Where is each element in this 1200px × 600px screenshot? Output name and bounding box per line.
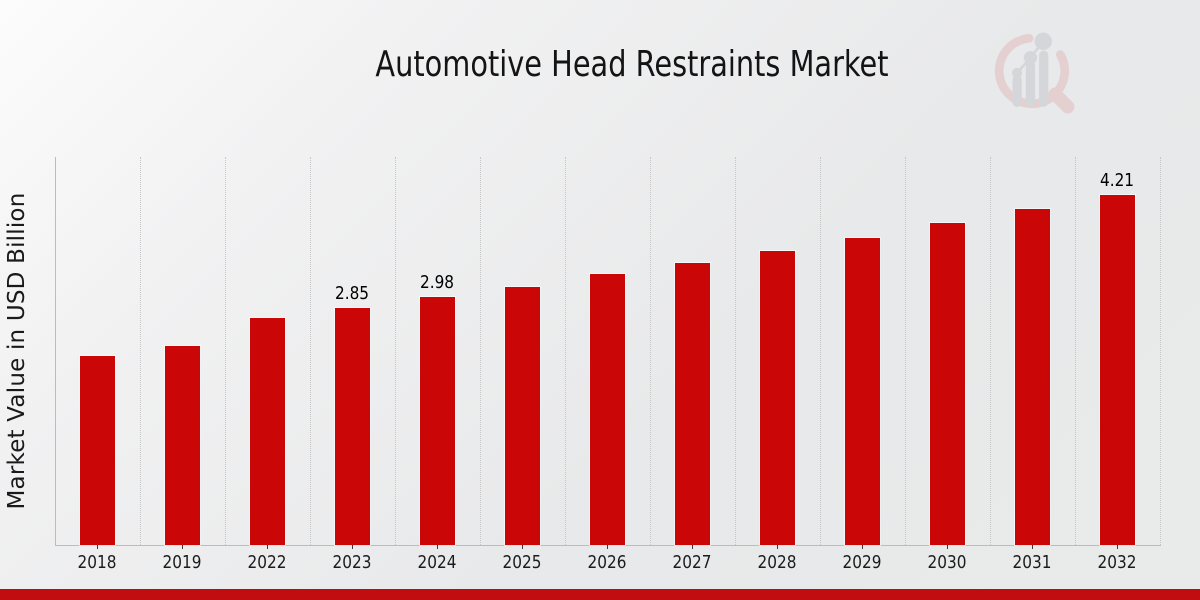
x-tick-label-2025: 2025	[502, 552, 542, 573]
bar-2027	[674, 263, 710, 545]
x-tick-label-2018: 2018	[77, 552, 117, 573]
x-tick-mark	[97, 545, 98, 549]
gridline	[734, 157, 736, 545]
x-tick-mark	[182, 545, 183, 549]
bar-2022	[249, 318, 285, 545]
x-tick-label-2023: 2023	[332, 552, 372, 573]
logo-bar-tall	[1039, 50, 1049, 107]
logo-dot-small	[1011, 67, 1023, 79]
bar-value-label-2023: 2.85	[334, 283, 370, 304]
x-tick-mark	[1117, 545, 1118, 549]
gridline	[139, 157, 141, 545]
x-tick-label-2031: 2031	[1012, 552, 1052, 573]
x-tick-label-2030: 2030	[927, 552, 967, 573]
bar-2031	[1014, 209, 1050, 545]
bar-2028	[759, 251, 795, 545]
gridline	[564, 157, 566, 545]
magnifier-handle	[1048, 87, 1075, 114]
x-tick-mark	[777, 545, 778, 549]
x-tick-label-2019: 2019	[162, 552, 202, 573]
gridline	[224, 157, 226, 545]
x-tick-label-2029: 2029	[842, 552, 882, 573]
bar-2024	[419, 297, 455, 545]
bar-2030	[929, 223, 965, 545]
bar-2018	[79, 356, 115, 545]
x-tick-mark	[352, 545, 353, 549]
gridline	[394, 157, 396, 545]
bar-2029	[844, 238, 880, 545]
x-tick-mark	[862, 545, 863, 549]
x-tick-label-2026: 2026	[587, 552, 627, 573]
x-tick-label-2027: 2027	[672, 552, 712, 573]
gridline	[649, 157, 651, 545]
bar-2032	[1099, 195, 1135, 545]
x-tick-mark	[267, 545, 268, 549]
bar-2023	[334, 308, 370, 545]
x-tick-mark	[692, 545, 693, 549]
chart-title: Automotive Head Restraints Market	[375, 44, 889, 85]
x-tick-label-2032: 2032	[1097, 552, 1137, 573]
gridline	[309, 157, 311, 545]
x-tick-label-2024: 2024	[417, 552, 457, 573]
x-tick-mark	[947, 545, 948, 549]
x-tick-mark	[437, 545, 438, 549]
gridline	[1159, 157, 1161, 545]
x-tick-label-2028: 2028	[757, 552, 797, 573]
bar-value-label-2032: 4.21	[1099, 170, 1135, 191]
gridline	[904, 157, 906, 545]
brand-logo-icon	[994, 32, 1075, 114]
footer-accent-bar	[0, 589, 1200, 600]
x-tick-mark	[607, 545, 608, 549]
bar-2026	[589, 274, 625, 545]
logo-dot-medium	[1023, 51, 1038, 65]
gridline	[819, 157, 821, 545]
gridline	[1074, 157, 1076, 545]
bar-value-label-2024: 2.98	[419, 272, 455, 293]
logo-bar-medium	[1025, 60, 1036, 107]
x-tick-label-2022: 2022	[247, 552, 287, 573]
bar-2019	[164, 346, 200, 545]
y-axis-label: Market Value in USD Billion	[4, 192, 30, 510]
gridline	[989, 157, 991, 545]
x-tick-mark	[1032, 545, 1033, 549]
logo-dot-large	[1034, 32, 1052, 50]
plot-area: 2018 2019 2022 2.85 2023 2.98 2024 2025 2026 2027…	[55, 157, 1161, 573]
gridline	[479, 157, 481, 545]
bar-2025	[504, 287, 540, 545]
logo-bar-short	[1012, 75, 1022, 107]
x-tick-mark	[522, 545, 523, 549]
